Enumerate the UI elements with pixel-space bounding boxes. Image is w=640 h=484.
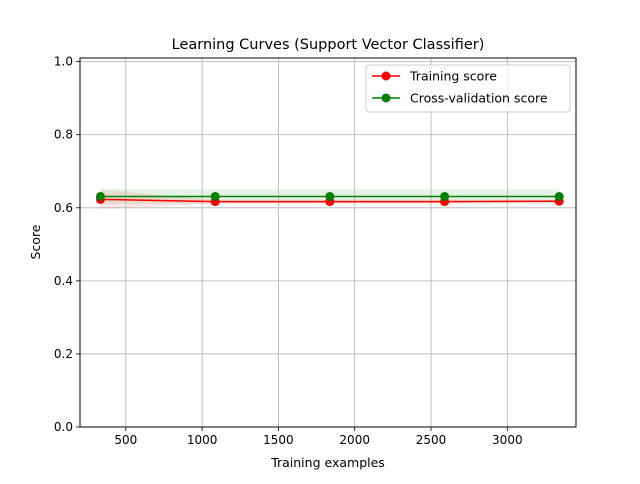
x-tick-label: 500 xyxy=(114,433,137,447)
y-tick-label: 0.0 xyxy=(54,420,73,434)
chart-title: Learning Curves (Support Vector Classifi… xyxy=(172,37,485,53)
legend-box xyxy=(365,64,571,113)
x-axis-label: Training examples xyxy=(270,455,385,470)
x-tick-label: 2500 xyxy=(416,433,447,447)
y-axis-label: Score xyxy=(28,224,43,259)
legend-marker-cv xyxy=(381,93,391,103)
y-tick-label: 0.6 xyxy=(54,201,73,215)
series-1-point xyxy=(325,191,335,201)
y-tick-label: 0.4 xyxy=(54,274,73,288)
legend-label-cv: Cross-validation score xyxy=(410,91,548,106)
series-1-point xyxy=(95,191,105,201)
legend: Training score Cross-validation score xyxy=(365,64,571,113)
x-tick-label: 1500 xyxy=(263,433,294,447)
y-tick-label: 0.8 xyxy=(54,128,73,142)
plot-frame xyxy=(79,57,577,428)
legend-label-training: Training score xyxy=(409,69,497,84)
x-tick-label: 2000 xyxy=(339,433,370,447)
series-1-point xyxy=(210,191,220,201)
y-tick-label: 1.0 xyxy=(54,55,73,69)
legend-marker-training xyxy=(381,71,391,81)
x-tick-label: 3000 xyxy=(492,433,523,447)
series-1-point xyxy=(440,191,450,201)
y-tick-label: 0.2 xyxy=(54,347,73,361)
series-0-band xyxy=(100,189,560,209)
x-tick-label: 1000 xyxy=(187,433,218,447)
series-1-point xyxy=(554,191,564,201)
